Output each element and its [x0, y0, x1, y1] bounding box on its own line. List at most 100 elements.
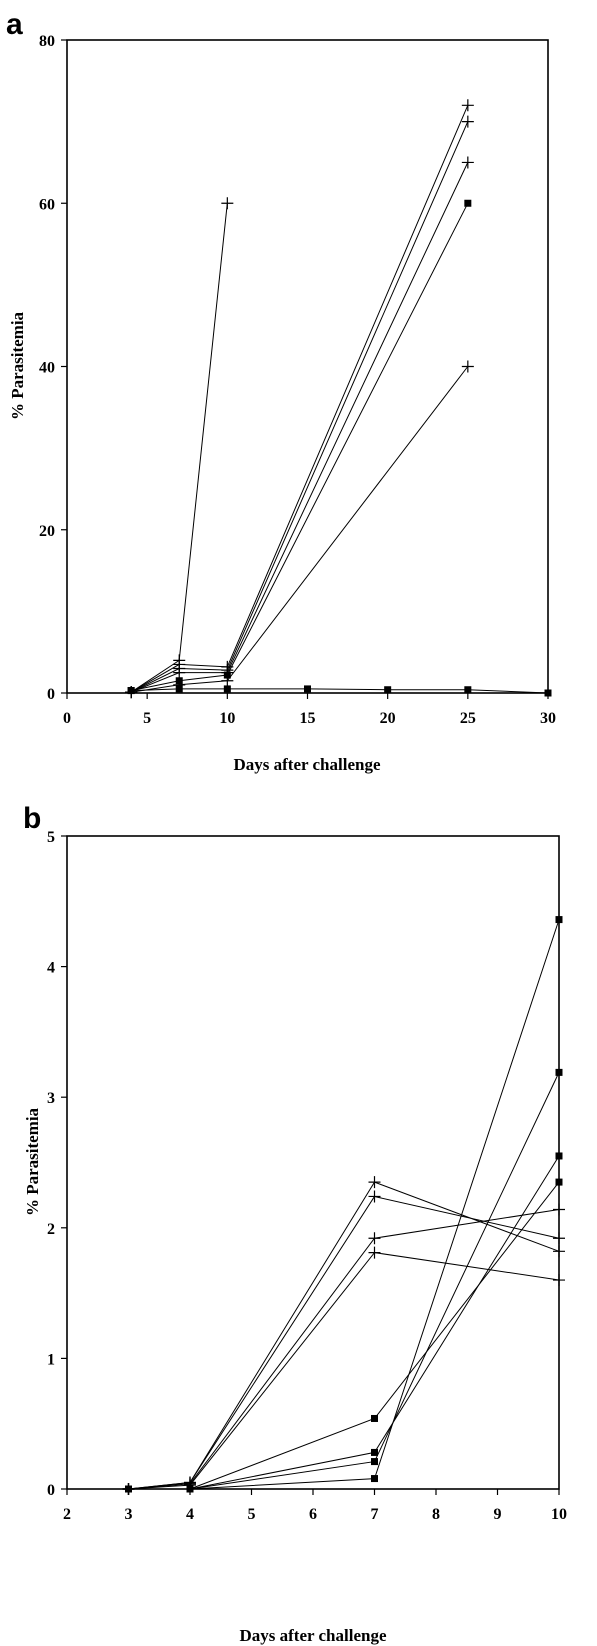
panel-a-plot-frame	[66, 39, 549, 694]
panel-a-x-tick-label: 30	[540, 710, 556, 727]
panel-b-data-point-plus	[368, 1232, 381, 1245]
panel-b-data-point-plus	[553, 1245, 565, 1258]
panel-a-data-point-plus	[461, 360, 474, 373]
panel-b-series-4	[122, 1246, 565, 1495]
panel-b-letter: b	[23, 802, 41, 835]
panel-a-series-3	[125, 115, 474, 699]
panel-b-data-point-square	[371, 1414, 378, 1422]
panel-a-series	[125, 99, 552, 699]
panel-b-y-tick-label: 0	[47, 1482, 55, 1499]
panel-a-data-point-square	[127, 687, 135, 695]
panel-a-data-point-square	[464, 199, 472, 207]
panel-a-data-point-plus	[461, 115, 474, 128]
panel-a-y-axis-title: % Parasitemia	[8, 311, 27, 420]
panel-a-data-point-square	[384, 686, 392, 694]
panel-b-y-tick-label: 2	[47, 1221, 55, 1238]
panel-a-data-point-plus	[173, 666, 186, 679]
panel-a-x-tick-label: 0	[63, 710, 71, 727]
panel-a-series-5	[127, 199, 472, 695]
panel-a-y-tick-label: 80	[39, 33, 55, 50]
panel-a-series-7	[127, 685, 552, 697]
panel-b-data-point-plus	[553, 1232, 565, 1245]
panel-a-data-point-plus	[461, 99, 474, 112]
panel-a-series-line	[130, 203, 228, 693]
panel-a-series-line	[130, 162, 469, 693]
panel-a-data-point-plus	[221, 674, 234, 687]
panel-b-ticks: 2 3 4 5 6 7 8 9 10 0 1 2 3 4 5	[47, 829, 567, 1523]
panel-b-data-point-plus	[553, 1274, 565, 1287]
panel-b-x-tick-label: 5	[248, 1506, 256, 1523]
panel-b-data-point-square	[555, 1178, 563, 1186]
panel-b-series-6	[125, 1068, 563, 1493]
panel-b-series-line	[128, 1252, 560, 1490]
panel-b-data-point-square	[125, 1485, 132, 1493]
panel-a-data-point-square	[544, 689, 552, 697]
panel-b-x-tick-label: 7	[371, 1506, 379, 1523]
panel-a-series-line	[130, 105, 469, 693]
panel-b-x-tick-label: 10	[551, 1506, 567, 1523]
panel-b-data-point-plus	[553, 1203, 565, 1216]
panel-a-x-axis-title: Days after challenge	[234, 755, 381, 774]
panel-b-series	[122, 916, 565, 1495]
panel-a-y-tick-label: 0	[47, 686, 55, 703]
panel-b-series-line	[128, 1181, 560, 1490]
panel-a-series-6	[125, 360, 474, 699]
panel-b-x-axis-title: Days after challenge	[240, 1626, 387, 1645]
panel-b-data-point-plus	[368, 1246, 381, 1259]
panel-a-data-point-plus	[461, 156, 474, 169]
panel-b-series-8	[125, 1178, 563, 1493]
panel-a-series-2	[125, 99, 474, 699]
panel-a-data-point-square	[223, 685, 231, 693]
panel-b-series-line	[128, 1072, 560, 1490]
panel-a-letter: a	[6, 8, 23, 41]
panel-b-y-tick-label: 4	[47, 960, 55, 977]
panel-b-data-point-plus	[368, 1176, 381, 1189]
panel-a-chart: a 0 5 10 15 20 25 30 0 20 40 60 80 Days after chall…	[6, 8, 556, 774]
panel-b-y-tick-label: 3	[47, 1090, 55, 1107]
panel-a-y-tick-label: 40	[39, 360, 55, 377]
panel-b-data-point-square	[371, 1458, 378, 1466]
panel-a-data-point-square	[304, 685, 311, 693]
panel-a-ticks: 0 5 10 15 20 25 30 0 20 40 60 80	[39, 33, 556, 727]
panel-b-series-line	[128, 1181, 560, 1490]
panel-b-y-axis-title: % Parasitemia	[23, 1107, 42, 1216]
panel-a-series-1	[125, 197, 234, 699]
panel-b-data-point-square	[371, 1475, 378, 1483]
panel-b-y-tick-label: 1	[47, 1351, 55, 1368]
panel-b-x-tick-label: 4	[186, 1506, 194, 1523]
panel-b-x-tick-label: 3	[125, 1506, 133, 1523]
panel-b-series-line	[128, 1195, 560, 1490]
panel-b-data-point-square	[186, 1485, 194, 1493]
panel-b-series-line	[128, 1209, 560, 1490]
panel-b-x-tick-label: 8	[432, 1506, 440, 1523]
panel-b-series-1	[122, 1176, 565, 1495]
panel-b-data-point-plus	[368, 1190, 381, 1203]
panel-a-y-tick-label: 20	[39, 523, 55, 540]
panel-b-data-point-square	[555, 1068, 563, 1076]
panel-b-series-line	[128, 919, 560, 1490]
panel-a-x-tick-label: 25	[460, 710, 476, 727]
panel-b-data-point-square	[555, 1152, 563, 1160]
panel-b-data-point-square	[371, 1448, 378, 1456]
panel-b-x-tick-label: 6	[309, 1506, 317, 1523]
panel-b-x-tick-label: 9	[494, 1506, 502, 1523]
panel-b-series-line	[128, 1155, 560, 1490]
panel-b-x-tick-label: 2	[63, 1506, 71, 1523]
panel-a-x-tick-label: 15	[300, 710, 316, 727]
panel-a-y-tick-label: 60	[39, 196, 55, 213]
panel-a-x-tick-label: 5	[143, 710, 151, 727]
panel-a-data-point-square	[464, 686, 472, 694]
panel-a-data-point-plus	[221, 197, 234, 210]
panel-b-plot-frame	[66, 835, 560, 1490]
panel-a-series-line	[130, 121, 469, 693]
panel-b-data-point-square	[555, 916, 563, 924]
panel-b-series-3	[122, 1203, 565, 1495]
panel-a-x-tick-label: 10	[219, 710, 235, 727]
panel-b-y-tick-label: 5	[47, 829, 55, 846]
panel-a-data-point-square	[175, 685, 183, 693]
panel-a-series-line	[131, 203, 469, 692]
panel-a-x-tick-label: 20	[380, 710, 396, 727]
panel-a-series-line	[131, 366, 469, 693]
